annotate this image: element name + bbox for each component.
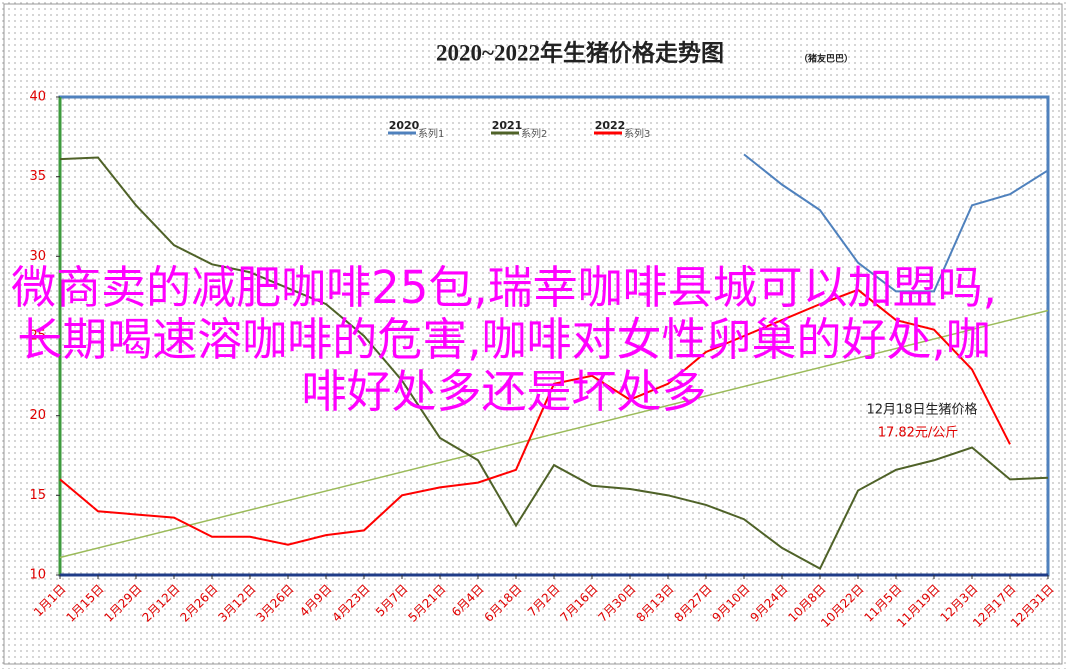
chart-title: 2020~2022年生猪价格走势图 bbox=[436, 39, 724, 65]
series-line bbox=[743, 153, 1049, 293]
trend-line bbox=[59, 309, 1049, 559]
x-tick-label: 1月1日 bbox=[31, 582, 69, 620]
legend-label: 系列3 bbox=[624, 127, 650, 140]
x-tick-label: 9月10日 bbox=[710, 582, 753, 625]
legend-year: 2022 bbox=[595, 119, 626, 132]
legend-label: 系列2 bbox=[521, 127, 547, 140]
series-line bbox=[59, 288, 1011, 546]
x-tick-label: 8月27日 bbox=[672, 582, 715, 625]
x-tick-label: 5月7日 bbox=[373, 582, 411, 620]
legend-year: 2020 bbox=[389, 119, 420, 132]
x-tick-label: 7月2日 bbox=[525, 582, 563, 620]
y-tick-label: 25 bbox=[29, 329, 46, 344]
x-tick-label: 1月29日 bbox=[102, 582, 145, 625]
y-tick-label: 10 bbox=[29, 568, 46, 583]
chart-frame bbox=[3, 3, 1063, 665]
x-tick-label: 4月23日 bbox=[330, 582, 373, 625]
x-tick-label: 9月24日 bbox=[748, 582, 791, 625]
x-tick-label: 7月16日 bbox=[558, 582, 601, 625]
x-tick-label: 5月21日 bbox=[406, 582, 449, 625]
annotation-value: 17.82元/公斤 bbox=[878, 426, 959, 441]
y-tick-label: 40 bbox=[29, 90, 46, 105]
series-line bbox=[59, 156, 1049, 571]
chart-subtitle: （猪友巴巴） bbox=[799, 53, 853, 65]
x-tick-label: 3月26日 bbox=[254, 582, 297, 625]
y-tick-label: 30 bbox=[29, 249, 46, 264]
x-tick-label: 2月26日 bbox=[178, 582, 221, 625]
annotation-title: 12月18日生猪价格 bbox=[866, 402, 977, 418]
x-tick-label: 4月9日 bbox=[297, 582, 335, 620]
overlay-text: 微商卖的减肥咖啡25包,瑞幸咖啡县城可以加盟吗,长期喝速溶咖啡的危害,咖啡对女性… bbox=[11, 261, 997, 418]
x-tick-label: 3月12日 bbox=[216, 582, 259, 625]
x-tick-label: 1月15日 bbox=[64, 582, 107, 625]
x-tick-label: 6月18日 bbox=[482, 582, 525, 625]
y-tick-label: 15 bbox=[29, 488, 46, 503]
y-tick-label: 35 bbox=[29, 169, 46, 184]
x-tick-label: 6月4日 bbox=[449, 582, 487, 620]
y-tick-label: 20 bbox=[29, 408, 46, 423]
x-tick-label: 7月30日 bbox=[596, 582, 639, 625]
x-tick-label: 8月13日 bbox=[634, 582, 677, 625]
x-tick-label: 2月12日 bbox=[140, 582, 183, 625]
legend-year: 2021 bbox=[492, 119, 523, 132]
legend-label: 系列1 bbox=[418, 127, 444, 140]
